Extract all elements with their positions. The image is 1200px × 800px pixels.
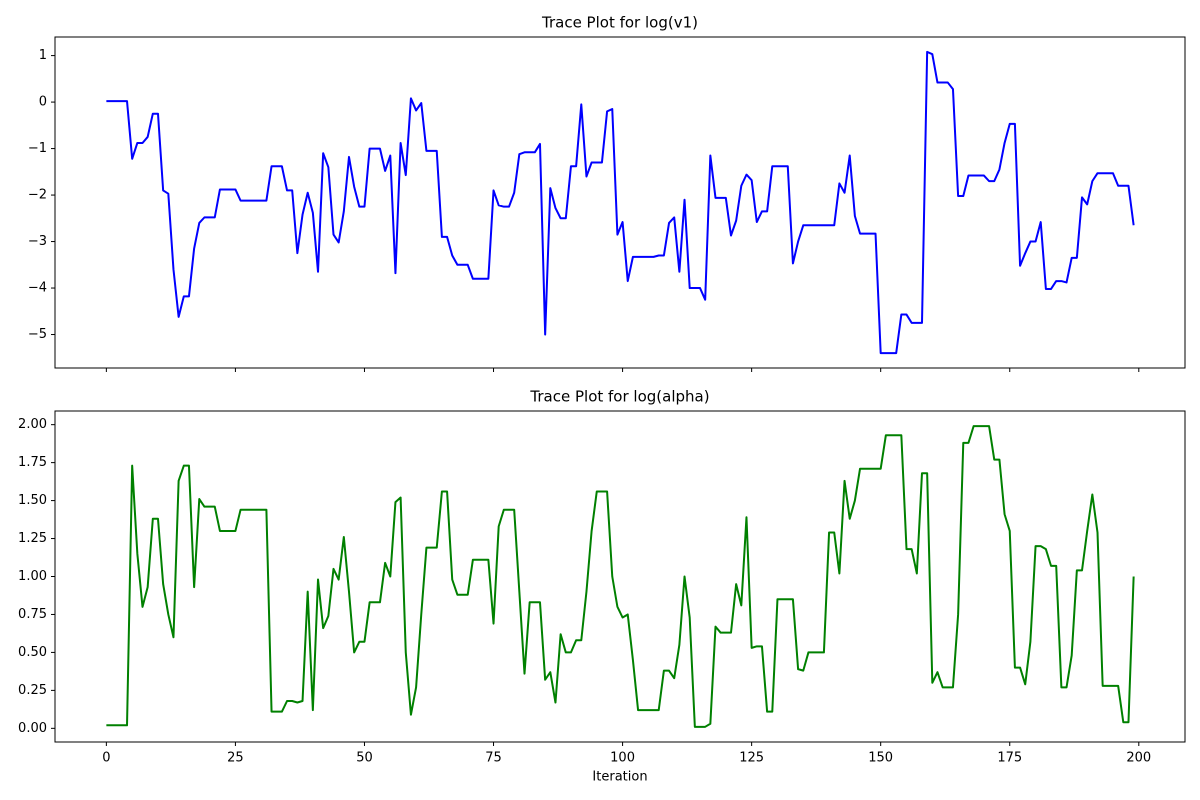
chart-title: Trace Plot for log(v1)	[541, 14, 698, 32]
y-tick-label: 0.00	[18, 721, 47, 736]
x-tick-label: 125	[739, 751, 764, 766]
x-axis-label: Iteration	[592, 770, 647, 785]
trace-line	[106, 425, 1135, 728]
x-tick-label: 25	[227, 751, 244, 766]
y-tick-label: −1	[28, 141, 47, 156]
x-tick-label: 50	[356, 751, 373, 766]
y-tick-label: 1.25	[18, 531, 47, 546]
x-tick-label: 200	[1126, 751, 1151, 766]
y-tick-label: 0.50	[18, 645, 47, 660]
y-tick-label: −2	[28, 188, 47, 203]
chart-title: Trace Plot for log(alpha)	[529, 388, 709, 406]
y-tick-label: 0	[39, 95, 47, 110]
x-tick-label: 150	[868, 751, 893, 766]
y-tick-label: −4	[28, 281, 47, 296]
y-tick-label: 0.75	[18, 607, 47, 622]
y-tick-label: 2.00	[18, 417, 47, 432]
x-tick-label: 75	[485, 751, 502, 766]
y-tick-label: −5	[28, 327, 47, 342]
axes-frame	[54, 410, 1186, 743]
trace-line	[106, 50, 1135, 355]
x-tick-label: 100	[610, 751, 635, 766]
x-tick-label: 175	[997, 751, 1022, 766]
y-tick-label: 1.50	[18, 493, 47, 508]
y-tick-label: −3	[28, 234, 47, 249]
y-tick-label: 1	[39, 48, 47, 63]
x-tick-label: 0	[102, 751, 110, 766]
y-tick-label: 0.25	[18, 683, 47, 698]
axes-frame	[54, 36, 1186, 369]
y-tick-label: 1.75	[18, 455, 47, 470]
y-tick-label: 1.00	[18, 569, 47, 584]
